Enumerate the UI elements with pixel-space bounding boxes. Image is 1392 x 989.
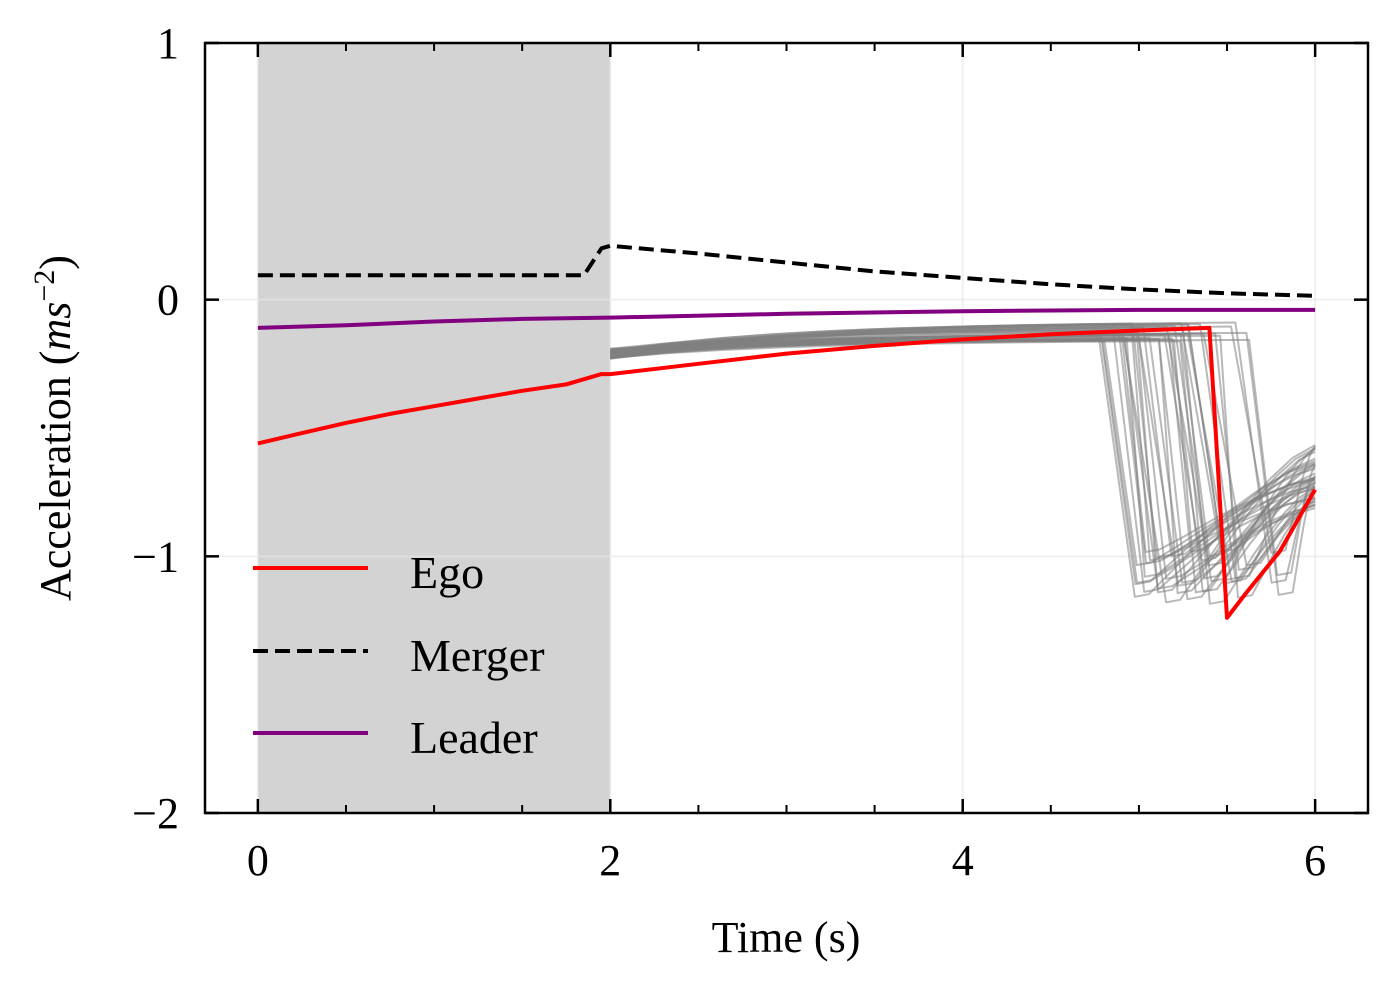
legend-label-ego: Ego: [410, 547, 484, 598]
x-axis-label: Time (s): [712, 913, 861, 962]
legend-label-merger: Merger: [410, 630, 545, 681]
shaded-region-rect: [257, 43, 611, 813]
sample-trajectory: [610, 338, 1316, 595]
series-line-leader: [257, 307, 1316, 330]
x-tick-label: 6: [1304, 836, 1326, 885]
y-tick-label: −2: [132, 789, 179, 838]
x-tick-label: 4: [952, 836, 974, 885]
y-tick-label: −1: [132, 532, 179, 581]
y-tick-label: 0: [157, 276, 179, 325]
series-lines: [257, 243, 1317, 620]
series-line-ego: [257, 325, 1317, 620]
y-tick-label: 1: [157, 19, 179, 68]
shaded-region: [257, 43, 611, 813]
sample-trajectory: [610, 322, 1316, 553]
y-axis-label: Acceleration (ms−2): [28, 255, 80, 601]
x-tick-label: 2: [599, 836, 621, 885]
axis-ticks: [205, 41, 1368, 815]
tick-labels: 0 2 4 6 1 0 −1 −2: [132, 19, 1326, 885]
legend-item-leader: Leader: [253, 712, 538, 763]
series-line-merger: [257, 243, 1316, 298]
x-tick-label: 0: [247, 836, 269, 885]
legend-item-merger: Merger: [253, 630, 545, 681]
legend: Ego Merger Leader: [253, 547, 545, 763]
legend-label-leader: Leader: [410, 712, 538, 763]
legend-item-ego: Ego: [253, 547, 484, 598]
sample-trajectory: [610, 339, 1316, 567]
